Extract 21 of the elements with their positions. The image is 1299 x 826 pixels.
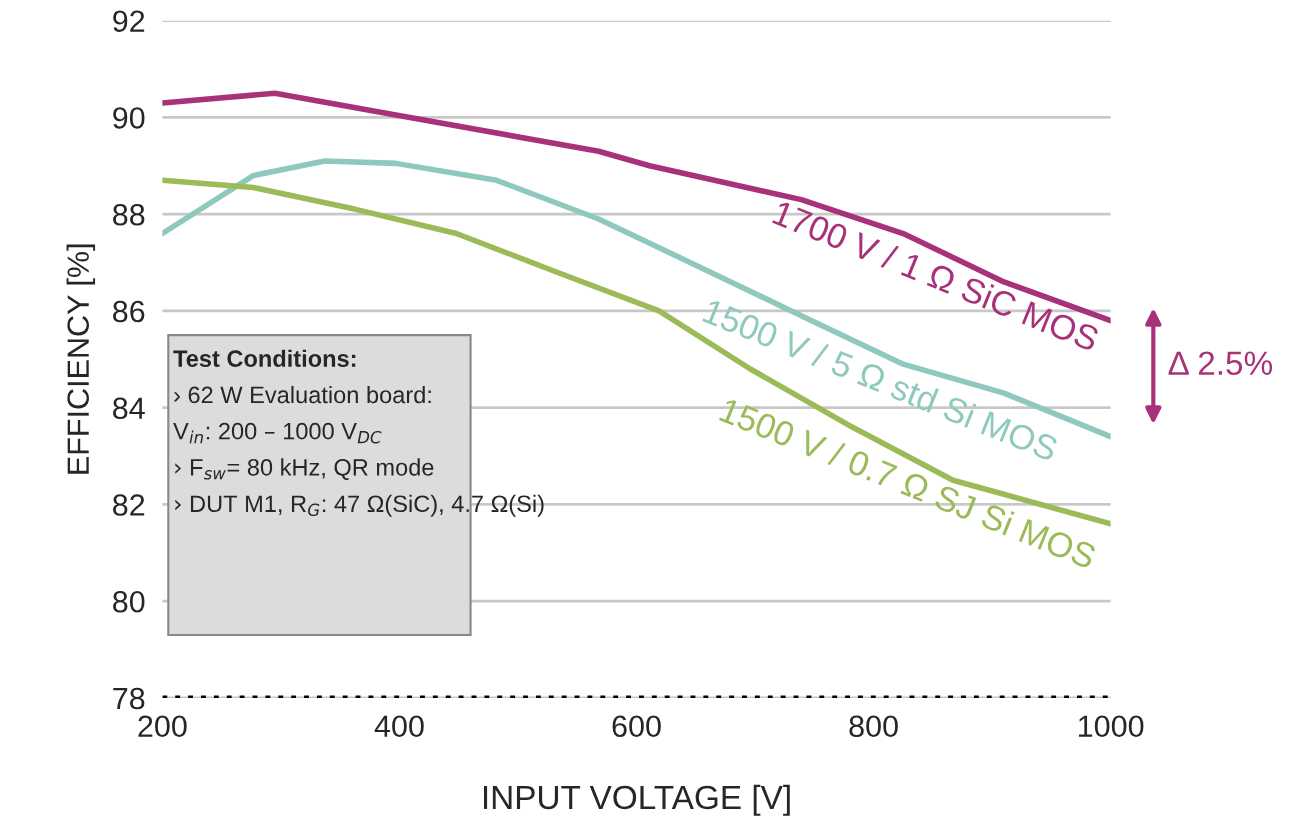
y-tick-label: 84	[113, 397, 145, 420]
y-axis-title: EFFICIENCY [%]	[66, 244, 96, 474]
x-tick-label: 600	[612, 715, 661, 738]
x-axis-title: INPUT VOLTAGE [V]	[483, 784, 790, 816]
text: Δ 2.5%	[1168, 351, 1273, 376]
x-tick-label: 200	[138, 715, 187, 738]
y-tick-label: 90	[113, 107, 145, 129]
y-tick-label: 86	[113, 300, 145, 323]
annotation: Test Conditions:	[173, 349, 356, 367]
y-tick-label: 82	[113, 494, 145, 516]
y-tick-label: 78	[113, 687, 145, 710]
x-tick-label: 400	[374, 715, 424, 738]
annotation: V$_{in}$: 200 – 1000 V$_{DC}$	[173, 422, 382, 444]
x-tick-label: 800	[849, 715, 898, 738]
y-tick-label: 80	[113, 590, 145, 613]
y-tick-label: 92	[113, 10, 145, 33]
annotation: › F$_{sw}$= 80 kHz, QR mode	[175, 458, 434, 480]
x-tick-label: 1000	[1078, 715, 1144, 738]
annotation: › 62 W Evaluation board:	[174, 385, 431, 404]
annotation: › DUT M1, R$_{G}$: 47 Ω(SiC), 4.7 Ω(Si)	[175, 494, 544, 517]
y-tick-label: 88	[113, 203, 145, 226]
